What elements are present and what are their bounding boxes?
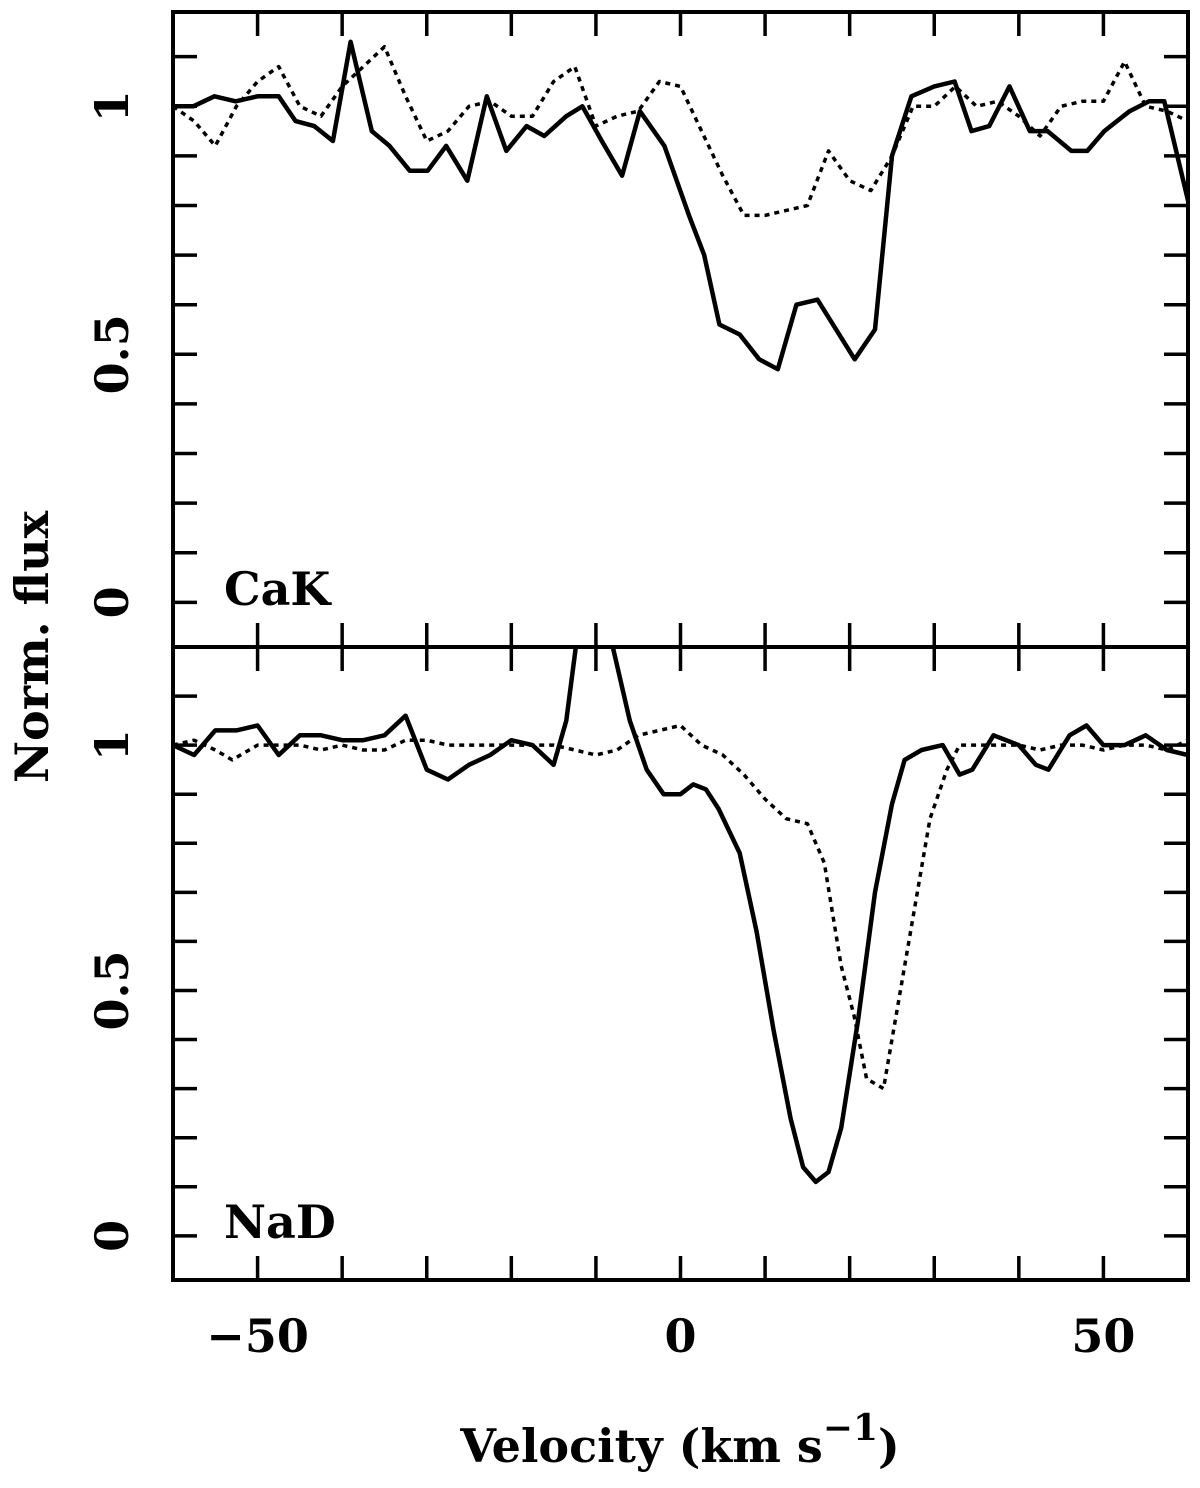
x-axis-label-close: ): [878, 1419, 900, 1473]
panel-frame: [171, 645, 1190, 1282]
x-tick-label: 50: [1071, 1309, 1135, 1363]
plot-area: [173, 647, 1188, 1185]
panel-frame: [171, 10, 1190, 649]
y-tick-label: 0: [85, 586, 139, 618]
spectrum-line: [173, 723, 1188, 1091]
y-tick-label: 0.5: [85, 314, 139, 394]
plot-area: [173, 39, 1188, 372]
y-axis-label: Norm. flux: [5, 510, 59, 783]
x-axis-label: Velocity (km s−1): [459, 1407, 900, 1473]
panel-label: NaD: [224, 1195, 336, 1249]
spectrum-line: [173, 39, 1188, 372]
y-tick-label: 1: [85, 729, 139, 761]
x-tick-label: −50: [206, 1309, 309, 1363]
y-tick-label: 0: [85, 1220, 139, 1252]
x-axis-label-text: Velocity (km s: [459, 1419, 823, 1473]
x-axis-label-sup: −1: [823, 1407, 878, 1449]
spectrum-line: [173, 647, 1188, 1185]
spectrum-line: [173, 44, 1188, 218]
panel-label: CaK: [224, 562, 332, 616]
x-tick-label: 0: [664, 1309, 696, 1363]
y-tick-label: 0.5: [85, 950, 139, 1030]
y-tick-label: 1: [85, 90, 139, 122]
